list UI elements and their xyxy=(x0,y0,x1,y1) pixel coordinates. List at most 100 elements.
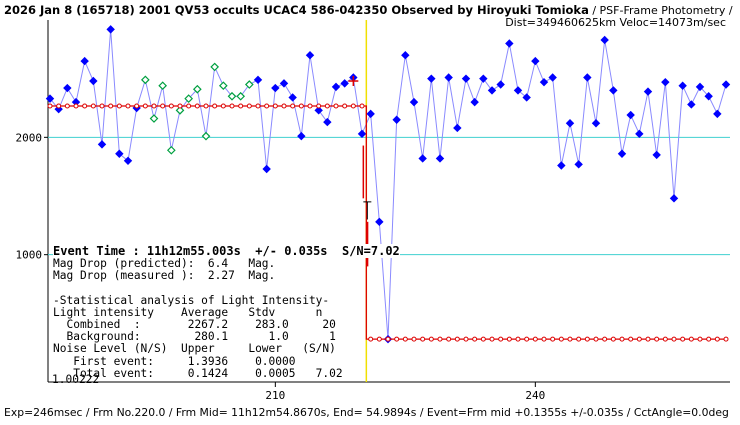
model-point xyxy=(350,103,356,109)
y-tick-label: 2000 xyxy=(16,131,43,144)
model-point xyxy=(116,103,122,109)
data-point xyxy=(45,94,55,103)
model-point xyxy=(142,103,148,109)
model-point xyxy=(688,336,694,342)
event-time-label: Event Time : 11h12m55.003s +/- 0.035s S/… xyxy=(53,244,400,258)
model-point xyxy=(697,336,703,342)
model-point xyxy=(264,103,270,109)
exposure-footer: Exp=246msec / Frm No.220.0 / Frm Mid= 11… xyxy=(4,406,729,419)
data-point xyxy=(80,56,89,66)
model-point xyxy=(662,336,668,342)
model-point xyxy=(333,103,339,109)
data-point xyxy=(305,50,315,60)
data-point xyxy=(557,161,566,170)
data-point xyxy=(600,35,609,45)
model-point xyxy=(411,336,417,342)
data-point xyxy=(591,119,601,128)
panel-line: -Statistical analysis of Light Intensity… xyxy=(53,293,330,307)
model-point xyxy=(108,103,114,109)
model-point xyxy=(506,336,512,342)
data-point xyxy=(678,81,687,90)
data-point xyxy=(435,154,445,163)
data-point xyxy=(297,131,306,141)
y-tick-label: 1000 xyxy=(16,249,43,262)
model-point xyxy=(593,336,599,342)
model-point xyxy=(307,103,313,109)
data-point xyxy=(288,93,297,102)
data-point xyxy=(253,75,263,85)
data-point xyxy=(175,105,185,115)
data-point xyxy=(140,75,150,85)
panel-line: Mag Drop (predicted): 6.4 Mag. xyxy=(53,257,276,271)
data-point xyxy=(184,94,194,103)
data-point xyxy=(513,86,523,95)
model-point xyxy=(194,103,200,109)
model-point xyxy=(524,336,530,342)
data-point xyxy=(470,97,479,107)
model-point xyxy=(82,103,88,109)
model-point xyxy=(64,103,70,109)
panel-line xyxy=(53,282,60,295)
model-point xyxy=(480,336,486,342)
data-point xyxy=(496,80,505,89)
model-point xyxy=(394,336,400,342)
model-point xyxy=(498,336,504,342)
model-point xyxy=(550,336,556,342)
data-point xyxy=(635,129,644,139)
model-point xyxy=(229,103,235,109)
model-point xyxy=(489,336,495,342)
model-point xyxy=(541,336,547,342)
model-point xyxy=(186,103,192,109)
data-point xyxy=(409,97,419,107)
model-point xyxy=(428,336,434,342)
model-point xyxy=(602,336,608,342)
data-point xyxy=(453,123,462,133)
model-point xyxy=(567,336,573,342)
model-point xyxy=(90,103,96,109)
data-point xyxy=(314,106,323,115)
model-point xyxy=(558,336,564,342)
data-point xyxy=(158,81,168,91)
model-point xyxy=(376,336,382,342)
model-point xyxy=(255,103,261,109)
title-distance-velocity: Dist=349460625km Veloc=14073m/sec xyxy=(505,16,726,29)
model-point xyxy=(446,336,452,342)
model-point xyxy=(368,336,374,342)
model-point xyxy=(151,103,157,109)
data-point xyxy=(366,109,375,119)
data-point xyxy=(427,74,436,83)
data-point xyxy=(236,91,246,101)
data-point xyxy=(375,217,384,227)
data-point xyxy=(652,150,661,160)
model-point xyxy=(212,103,218,109)
model-point xyxy=(47,103,53,109)
model-point xyxy=(680,336,686,342)
panel-line: Mag Drop (measured ): 2.27 Mag. xyxy=(53,269,276,283)
model-point xyxy=(298,103,304,109)
data-point xyxy=(418,154,427,163)
model-point xyxy=(671,336,677,342)
model-point xyxy=(515,336,521,342)
data-point xyxy=(401,50,410,60)
data-point xyxy=(626,110,635,120)
data-point xyxy=(106,25,115,34)
model-point xyxy=(420,336,426,342)
title-observation: 2026 Jan 8 (165718) 2001 QV53 occults UC… xyxy=(4,3,589,17)
data-point xyxy=(244,80,254,89)
panel-line: Background: 280.1 1.0 1 xyxy=(53,330,336,344)
data-point xyxy=(565,119,575,128)
model-point xyxy=(706,336,712,342)
model-point xyxy=(645,336,651,342)
y-min-label: 1.00222 xyxy=(52,373,100,386)
model-point xyxy=(402,336,408,342)
model-point xyxy=(272,103,278,109)
data-point xyxy=(687,100,696,109)
model-point xyxy=(463,336,469,342)
data-point xyxy=(695,82,705,92)
model-point xyxy=(619,336,625,342)
data-point xyxy=(444,73,453,82)
model-point xyxy=(220,103,226,109)
model-point xyxy=(238,103,244,109)
model-point xyxy=(324,103,330,109)
